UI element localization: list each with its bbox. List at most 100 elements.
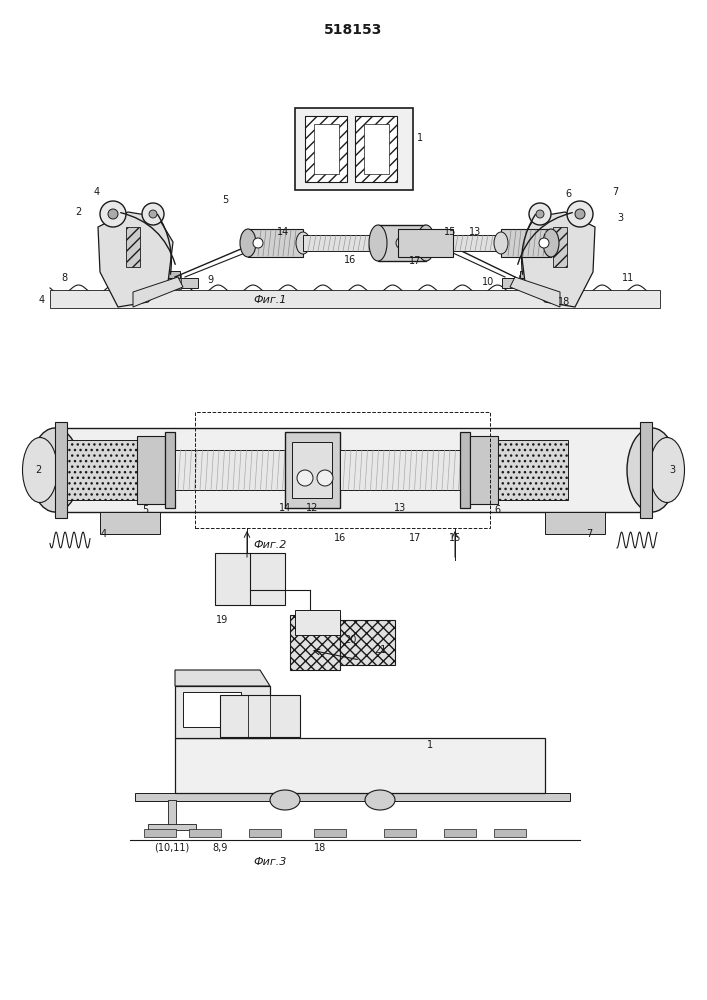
Text: 6: 6: [494, 505, 500, 515]
Text: 4: 4: [39, 295, 45, 305]
Circle shape: [317, 470, 333, 486]
Ellipse shape: [494, 232, 508, 254]
Bar: [295, 610, 340, 635]
Text: 7: 7: [612, 187, 618, 197]
Ellipse shape: [365, 790, 395, 810]
Polygon shape: [520, 212, 595, 307]
Text: 16: 16: [344, 255, 356, 265]
Polygon shape: [510, 277, 560, 307]
Bar: [290, 615, 340, 670]
Text: 14: 14: [279, 503, 291, 513]
Bar: [100, 512, 160, 534]
Bar: [248, 229, 303, 257]
Bar: [498, 440, 568, 500]
Bar: [444, 829, 476, 837]
Bar: [135, 793, 570, 801]
Ellipse shape: [30, 428, 80, 512]
Bar: [364, 124, 389, 174]
Ellipse shape: [417, 225, 435, 261]
Text: 7: 7: [586, 529, 592, 539]
Bar: [175, 738, 545, 793]
Circle shape: [108, 209, 118, 219]
Bar: [545, 512, 605, 534]
Text: 19: 19: [216, 615, 228, 625]
Ellipse shape: [296, 232, 310, 254]
Bar: [529, 275, 535, 289]
Bar: [137, 436, 165, 504]
Text: 13: 13: [394, 503, 406, 513]
Text: 1: 1: [427, 740, 433, 750]
Ellipse shape: [627, 428, 677, 512]
Polygon shape: [553, 227, 567, 267]
Bar: [55, 428, 652, 512]
Text: 15: 15: [444, 227, 456, 237]
Text: (10,11): (10,11): [154, 843, 189, 853]
Text: Фиг.3: Фиг.3: [253, 857, 286, 867]
Bar: [50, 290, 660, 308]
Bar: [175, 686, 270, 738]
Bar: [502, 278, 578, 288]
Circle shape: [575, 209, 585, 219]
Bar: [460, 432, 470, 508]
Ellipse shape: [270, 790, 300, 810]
Bar: [139, 275, 145, 289]
Bar: [285, 432, 340, 508]
Bar: [148, 824, 196, 830]
Text: 5: 5: [142, 505, 148, 515]
Bar: [149, 275, 155, 289]
Circle shape: [253, 238, 263, 248]
Bar: [175, 450, 285, 490]
Text: 4: 4: [101, 529, 107, 539]
Bar: [470, 436, 498, 504]
Bar: [144, 829, 176, 837]
Text: 1: 1: [417, 133, 423, 143]
Bar: [154, 251, 166, 271]
Text: 8: 8: [61, 273, 67, 283]
Bar: [303, 235, 378, 251]
Bar: [314, 829, 346, 837]
Text: Фиг.1: Фиг.1: [253, 295, 286, 305]
Ellipse shape: [650, 438, 684, 502]
Bar: [340, 450, 460, 490]
Bar: [195, 412, 490, 528]
Circle shape: [396, 237, 408, 249]
Text: 17: 17: [409, 533, 421, 543]
Bar: [249, 829, 281, 837]
Polygon shape: [133, 277, 183, 307]
Text: 12: 12: [306, 503, 318, 513]
Bar: [545, 275, 551, 289]
Bar: [426, 235, 501, 251]
Text: 2: 2: [75, 207, 81, 217]
Bar: [314, 124, 339, 174]
Text: 3: 3: [669, 465, 675, 475]
Text: 13: 13: [469, 227, 481, 237]
Text: 518153: 518153: [324, 23, 382, 37]
Bar: [168, 800, 176, 825]
Bar: [378, 225, 426, 261]
Ellipse shape: [240, 229, 256, 257]
Text: 18: 18: [314, 843, 326, 853]
Bar: [640, 422, 652, 518]
Text: 2: 2: [35, 465, 41, 475]
Text: 5: 5: [222, 195, 228, 205]
Text: Фиг.2: Фиг.2: [253, 540, 286, 550]
Bar: [519, 275, 525, 289]
Polygon shape: [98, 212, 173, 307]
Circle shape: [149, 210, 157, 218]
Circle shape: [142, 203, 164, 225]
Text: 11: 11: [622, 273, 634, 283]
Bar: [534, 251, 546, 271]
Bar: [150, 243, 170, 251]
Bar: [520, 271, 560, 278]
Text: 4: 4: [94, 187, 100, 197]
Circle shape: [567, 201, 593, 227]
Circle shape: [100, 201, 126, 227]
Text: 14: 14: [277, 227, 289, 237]
Bar: [305, 116, 347, 182]
Ellipse shape: [543, 229, 559, 257]
Bar: [220, 695, 300, 737]
Text: 8,9: 8,9: [212, 843, 228, 853]
Bar: [165, 275, 171, 289]
Polygon shape: [126, 227, 140, 267]
Text: 18: 18: [558, 297, 570, 307]
